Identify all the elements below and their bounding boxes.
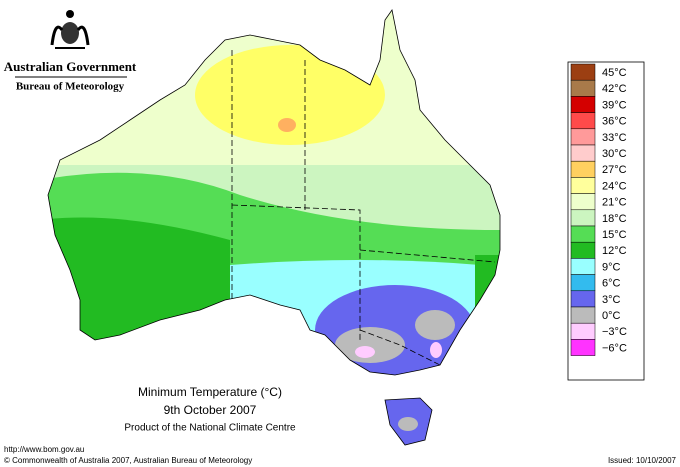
legend-swatch [570,128,596,146]
map-title: Minimum Temperature (°C) [138,385,282,399]
legend-label: 24°C [602,180,627,192]
legend-swatch [570,258,596,275]
crest [50,10,90,49]
agency-title: Australian Government [4,59,137,74]
coastline [47,9,501,376]
footer-url: http://www.bom.gov.au [4,445,84,454]
map-date: 9th October 2007 [164,403,257,417]
legend-label: 9°C [602,261,621,273]
legend-swatch [570,96,596,113]
legend-swatch [570,290,596,308]
legend-label: −3°C [602,326,627,338]
legend-label: 45°C [602,67,627,79]
legend-swatch [570,160,596,178]
legend-swatch [570,63,596,81]
footer-copyright: © Commonwealth of Australia 2007, Austra… [4,456,252,465]
legend-swatch [570,177,596,194]
legend-swatch [570,322,596,340]
legend-label: 0°C [602,310,621,322]
footer-issued: Issued: 10/10/2007 [608,456,677,465]
legend-swatch [570,79,596,97]
legend-label: 18°C [602,213,627,225]
legend-swatch [570,112,596,130]
agency-subtitle: Bureau of Meteorology [16,81,125,93]
legend-label: 15°C [602,229,627,241]
legend-swatch [570,144,596,162]
legend-label: 27°C [602,164,627,176]
legend-swatch [570,339,596,356]
legend-label: 21°C [602,197,627,209]
legend-label: 36°C [602,116,627,128]
legend-swatch [570,241,596,259]
tasmania-cold [398,417,418,431]
legend-label: 12°C [602,245,627,257]
legend-swatch [570,274,596,292]
legend: 45°C 42°C 39°C 36°C 33°C 30°C 27°C 24°C 21°C 18°C… [570,63,627,356]
legend-label: 33°C [602,132,627,144]
legend-label: 39°C [602,99,627,111]
legend-swatch [570,225,596,243]
map-product: Product of the National Climate Centre [124,423,296,434]
state-borders [231,50,496,366]
legend-swatch [570,193,596,211]
legend-label: 30°C [602,148,627,160]
legend-label: 42°C [602,83,627,95]
legend-swatch [570,306,596,324]
legend-label: 3°C [602,294,621,306]
legend-swatch [570,209,596,227]
legend-label: −6°C [602,342,627,354]
legend-label: 6°C [602,278,621,290]
